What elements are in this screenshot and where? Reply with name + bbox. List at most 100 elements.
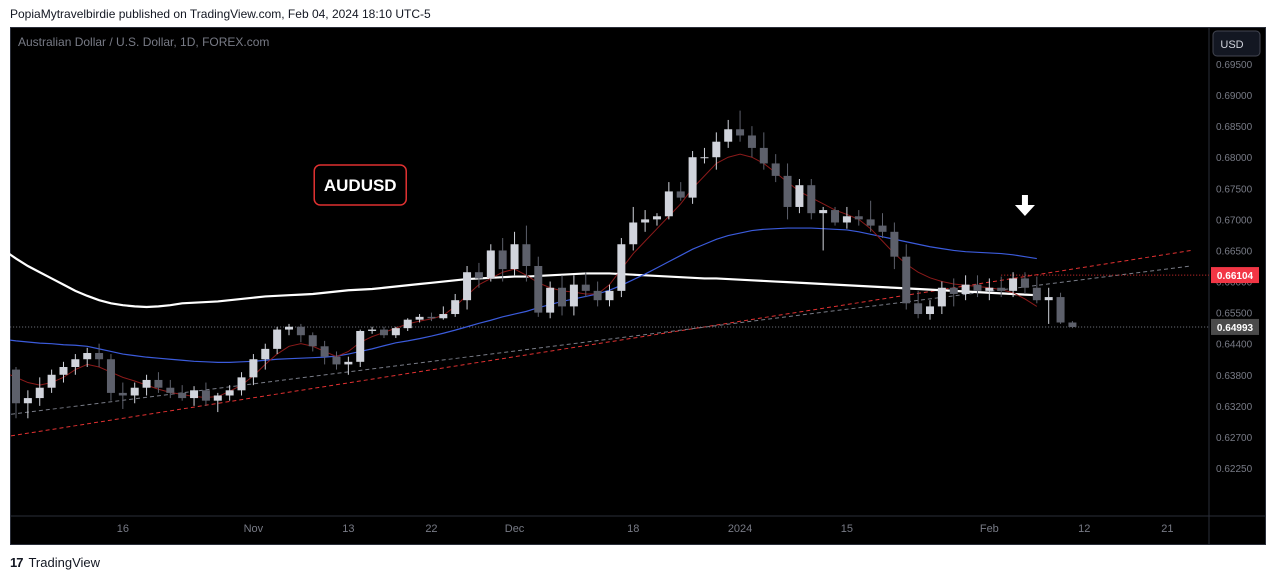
candle-body[interactable] — [783, 175, 792, 207]
candle-body[interactable] — [629, 222, 638, 245]
candle-body[interactable] — [47, 374, 56, 388]
candle-body[interactable] — [332, 356, 341, 365]
candle-body[interactable] — [296, 326, 305, 336]
candle-body[interactable] — [142, 379, 151, 388]
candle-body[interactable] — [273, 329, 282, 349]
candle-body[interactable] — [771, 163, 780, 176]
candle-body[interactable] — [474, 272, 483, 279]
candle-body[interactable] — [866, 219, 875, 226]
x-tick-label: 21 — [1161, 523, 1173, 535]
candle-body[interactable] — [415, 316, 424, 320]
candle-body[interactable] — [463, 272, 472, 301]
candle-body[interactable] — [949, 287, 958, 294]
candle-body[interactable] — [700, 157, 709, 159]
x-tick-label: 22 — [425, 523, 437, 535]
candle-body[interactable] — [902, 256, 911, 304]
candle-body[interactable] — [225, 390, 234, 396]
candle-body[interactable] — [308, 335, 317, 347]
candle-body[interactable] — [617, 244, 626, 291]
candle-body[interactable] — [71, 359, 80, 367]
candle-body[interactable] — [379, 329, 388, 336]
candle-body[interactable] — [1032, 287, 1041, 301]
candle-body[interactable] — [498, 250, 507, 270]
candle-body[interactable] — [403, 319, 412, 329]
candle-body[interactable] — [166, 387, 175, 393]
candle-body[interactable] — [581, 284, 590, 291]
candle-body[interactable] — [320, 346, 329, 357]
candle-body[interactable] — [759, 147, 768, 164]
candle-body[interactable] — [807, 185, 816, 214]
candle-body[interactable] — [569, 284, 578, 307]
candle-body[interactable] — [178, 392, 187, 399]
candle-body[interactable] — [558, 287, 567, 307]
candle-body[interactable] — [285, 326, 294, 330]
candle-body[interactable] — [842, 216, 851, 223]
candle-body[interactable] — [925, 306, 934, 315]
candle-body[interactable] — [1009, 278, 1018, 291]
candle-body[interactable] — [937, 287, 946, 307]
candle-body[interactable] — [747, 135, 756, 148]
candle-body[interactable] — [736, 129, 745, 136]
candle-body[interactable] — [439, 314, 448, 319]
candle-body[interactable] — [593, 290, 602, 301]
candle-body[interactable] — [819, 210, 828, 214]
candle-body[interactable] — [154, 379, 163, 388]
candle-body[interactable] — [664, 191, 673, 217]
candle-body[interactable] — [724, 129, 733, 142]
candle-body[interactable] — [534, 266, 543, 313]
candle-body[interactable] — [249, 359, 258, 378]
candle-body[interactable] — [1068, 322, 1077, 328]
candle-body[interactable] — [605, 290, 614, 301]
candle-body[interactable] — [914, 303, 923, 315]
candle-body[interactable] — [510, 244, 519, 270]
candle-body[interactable] — [1056, 297, 1065, 323]
candle-body[interactable] — [890, 231, 899, 257]
candle-body[interactable] — [522, 244, 531, 266]
candle-body[interactable] — [35, 387, 44, 399]
candle-body[interactable] — [237, 377, 246, 391]
candle-body[interactable] — [451, 300, 460, 315]
candle-body[interactable] — [795, 185, 804, 207]
candle-body[interactable] — [1044, 297, 1053, 301]
candle-body[interactable] — [688, 157, 697, 198]
candle-body[interactable] — [59, 367, 68, 375]
candle-body[interactable] — [213, 395, 222, 401]
candle-body[interactable] — [23, 398, 32, 404]
candle-body[interactable] — [854, 216, 863, 220]
candle-body[interactable] — [344, 361, 353, 365]
candle-body[interactable] — [878, 225, 887, 232]
candle-body[interactable] — [106, 359, 115, 393]
candle-body[interactable] — [83, 353, 92, 360]
candle-body[interactable] — [652, 216, 661, 220]
candle-body[interactable] — [95, 353, 104, 360]
candle-body[interactable] — [546, 287, 555, 313]
candle-body[interactable] — [118, 392, 127, 396]
candle-body[interactable] — [356, 330, 365, 362]
candle-body[interactable] — [973, 284, 982, 291]
candle-body[interactable] — [831, 210, 840, 223]
candle-body[interactable] — [261, 348, 270, 360]
annotation-box[interactable] — [313, 164, 407, 206]
candle-body[interactable] — [391, 328, 400, 336]
footer-brand[interactable]: TradingView — [28, 554, 101, 570]
candle-body[interactable] — [201, 390, 210, 401]
trendline-0[interactable] — [4, 249, 1192, 437]
candle-body[interactable] — [997, 287, 1006, 291]
candle-body[interactable] — [486, 250, 495, 279]
candle-body[interactable] — [961, 284, 970, 294]
currency-button-label[interactable]: USD — [1220, 39, 1243, 51]
candle-body[interactable] — [676, 191, 685, 198]
candle-body[interactable] — [1020, 278, 1029, 288]
candle-body[interactable] — [712, 141, 721, 158]
candle-body[interactable] — [368, 329, 377, 331]
price-label: 0.66104 — [1217, 271, 1254, 282]
x-tick-label: Dec — [505, 523, 525, 535]
candle-body[interactable] — [190, 390, 199, 399]
candle-body[interactable] — [985, 287, 994, 291]
candle-body[interactable] — [427, 316, 436, 319]
candle-body[interactable] — [130, 387, 139, 396]
currency-button[interactable] — [1212, 30, 1261, 57]
candle-body[interactable] — [641, 219, 650, 223]
candle-body[interactable] — [12, 369, 20, 404]
